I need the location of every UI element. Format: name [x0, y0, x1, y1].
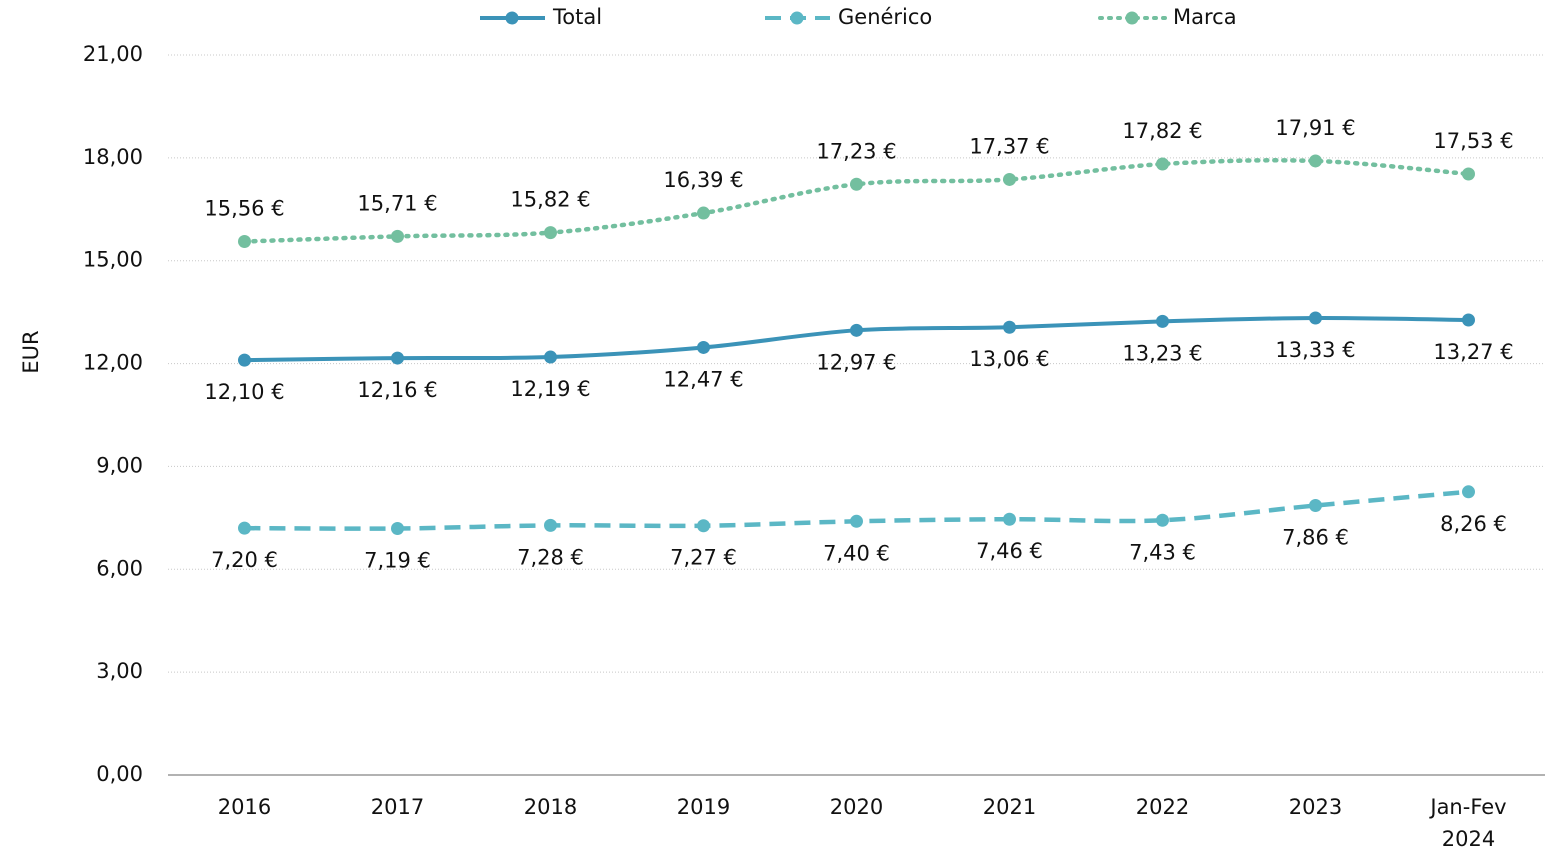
data-point	[544, 350, 557, 364]
data-point	[544, 226, 557, 240]
data-label: 16,39 €	[663, 168, 743, 192]
data-point	[1309, 154, 1322, 168]
data-label: 7,86 €	[1282, 526, 1349, 550]
data-point	[1003, 512, 1016, 526]
data-point	[697, 340, 710, 354]
data-point	[1156, 157, 1169, 171]
data-point	[697, 519, 710, 533]
data-point	[238, 235, 251, 249]
data-label: 13,06 €	[969, 347, 1049, 371]
x-tick-label: 2018	[524, 795, 577, 819]
legend-marker	[505, 11, 519, 25]
data-point	[1003, 320, 1016, 334]
data-point	[238, 353, 251, 367]
data-point	[1462, 313, 1475, 327]
data-label: 7,20 €	[211, 548, 278, 572]
y-axis-title: EUR	[19, 330, 43, 373]
data-point	[1156, 513, 1169, 527]
x-tick-label: 2017	[371, 795, 424, 819]
data-label: 12,47 €	[663, 367, 743, 391]
y-tick-label: 6,00	[96, 556, 143, 580]
y-tick-label: 15,00	[83, 248, 143, 272]
data-label: 17,91 €	[1275, 116, 1355, 140]
y-tick-label: 12,00	[83, 351, 143, 375]
data-point	[850, 177, 863, 191]
data-point	[544, 518, 557, 532]
legend-label: Marca	[1173, 5, 1237, 29]
y-tick-label: 18,00	[83, 145, 143, 169]
data-label: 15,82 €	[510, 188, 590, 212]
data-label: 12,97 €	[816, 350, 896, 374]
y-tick-label: 0,00	[96, 762, 143, 786]
x-tick-label: 2016	[218, 795, 271, 819]
data-label: 7,27 €	[670, 546, 737, 570]
data-point	[238, 521, 251, 535]
data-label: 13,27 €	[1433, 340, 1513, 364]
data-label: 15,71 €	[357, 191, 437, 215]
x-tick-label: 2022	[1136, 795, 1189, 819]
data-label: 15,56 €	[204, 197, 284, 221]
data-label: 7,46 €	[976, 539, 1043, 563]
y-tick-label: 9,00	[96, 453, 143, 477]
data-label: 13,23 €	[1122, 341, 1202, 365]
data-label: 7,43 €	[1129, 540, 1196, 564]
data-point	[1309, 499, 1322, 513]
data-point	[1462, 485, 1475, 499]
data-label: 7,19 €	[364, 548, 431, 572]
data-point	[391, 521, 404, 535]
data-point	[1003, 172, 1016, 186]
y-tick-label: 21,00	[83, 42, 143, 66]
data-point	[1309, 311, 1322, 325]
data-point	[391, 229, 404, 243]
data-label: 12,19 €	[510, 377, 590, 401]
data-label: 7,40 €	[823, 541, 890, 565]
y-tick-label: 3,00	[96, 659, 143, 683]
x-tick-label: 2020	[830, 795, 883, 819]
data-label: 8,26 €	[1440, 512, 1507, 536]
legend-marker	[790, 11, 804, 25]
x-tick-label: Jan-Fev 2024	[1428, 795, 1506, 851]
data-point	[391, 351, 404, 365]
x-tick-label: 2023	[1289, 795, 1342, 819]
data-point	[1156, 314, 1169, 328]
data-label: 13,33 €	[1275, 338, 1355, 362]
data-label: 7,28 €	[517, 545, 584, 569]
data-label: 17,53 €	[1433, 129, 1513, 153]
legend-marker	[1125, 11, 1139, 25]
data-point	[1462, 167, 1475, 181]
data-point	[850, 323, 863, 337]
x-tick-label: 2019	[677, 795, 730, 819]
legend-label: Genérico	[838, 5, 932, 29]
data-point	[850, 514, 863, 528]
legend-label: Total	[552, 5, 602, 29]
data-label: 17,23 €	[816, 139, 896, 163]
x-tick-label: 2021	[983, 795, 1036, 819]
data-point	[697, 206, 710, 220]
data-label: 17,37 €	[969, 134, 1049, 158]
data-label: 12,10 €	[204, 380, 284, 404]
data-label: 12,16 €	[357, 378, 437, 402]
data-label: 17,82 €	[1122, 119, 1202, 143]
